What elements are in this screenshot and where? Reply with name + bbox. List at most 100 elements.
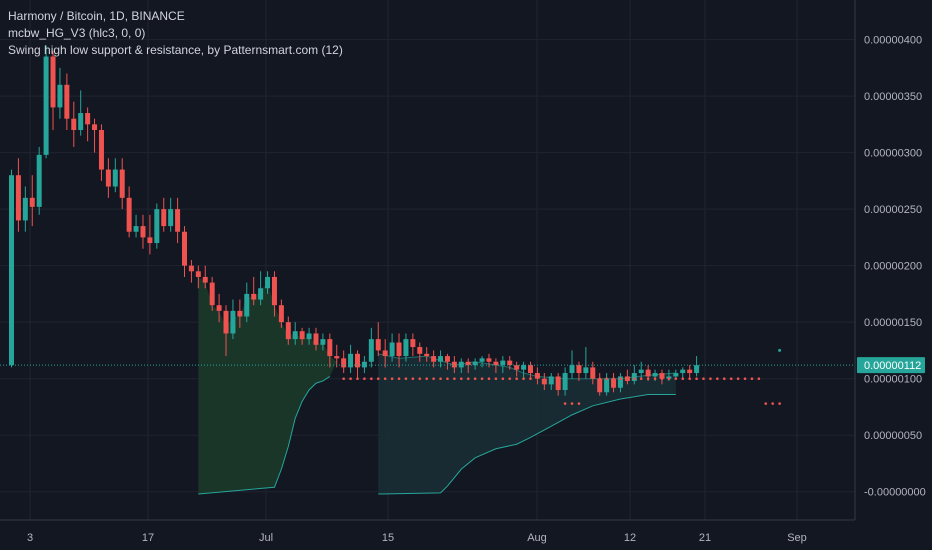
- swing-dot: [563, 402, 567, 405]
- candle-body: [631, 373, 637, 381]
- candle-body: [119, 169, 125, 198]
- swing-dot: [376, 377, 380, 380]
- swing-dot: [432, 377, 435, 380]
- candle-body: [285, 322, 291, 340]
- candle-body: [389, 342, 395, 357]
- candle-body: [292, 331, 298, 340]
- swing-dot: [612, 377, 615, 380]
- candle-body: [396, 342, 402, 357]
- swing-dot: [453, 377, 456, 380]
- candle-body: [161, 209, 167, 227]
- candle-body: [438, 356, 444, 362]
- chart-legend: Harmony / Bitcoin, 1D, BINANCE mcbw_HG_V…: [8, 8, 343, 59]
- candle-body: [57, 84, 63, 108]
- candle-body: [265, 276, 271, 289]
- swing-dot: [757, 377, 761, 380]
- y-tick-label: 0.00000400: [864, 35, 922, 47]
- swing-dot: [397, 377, 401, 380]
- support-line-1: [198, 376, 331, 495]
- candle-body: [680, 369, 686, 374]
- candle-body: [431, 356, 437, 362]
- swing-dot: [660, 377, 664, 380]
- swing-dot: [349, 377, 352, 380]
- swing-dot: [646, 377, 650, 380]
- candle-body: [237, 310, 243, 317]
- swing-dot: [722, 377, 726, 380]
- swing-dot: [508, 377, 512, 380]
- swing-dot: [370, 377, 373, 380]
- swing-dot: [681, 377, 685, 380]
- candle-body: [403, 339, 409, 357]
- candle-body: [327, 339, 333, 357]
- candle-body: [500, 360, 506, 366]
- candle-body: [154, 209, 160, 244]
- candle-body: [444, 356, 450, 362]
- candle-body: [341, 358, 347, 368]
- candle-body: [306, 333, 312, 340]
- candle-body: [479, 358, 485, 362]
- swing-dot: [729, 377, 733, 380]
- candle-body: [687, 369, 693, 374]
- indicator-mcbw-label[interactable]: mcbw_HG_V3 (hlc3, 0, 0): [8, 26, 146, 40]
- swing-dot: [356, 377, 359, 380]
- candle-body: [202, 276, 208, 283]
- candle-body: [64, 84, 70, 119]
- candle-body: [50, 56, 56, 108]
- swing-dot: [688, 377, 691, 380]
- candle-body: [451, 361, 457, 368]
- symbol-title[interactable]: Harmony / Bitcoin, 1D, BINANCE: [8, 9, 185, 23]
- candle-body: [209, 282, 215, 306]
- candle-body: [555, 376, 561, 390]
- candle-body: [486, 358, 492, 362]
- swing-dot: [446, 377, 449, 380]
- swing-dot: [653, 377, 657, 380]
- swing-dot: [363, 377, 366, 380]
- candle-body: [223, 310, 229, 334]
- y-tick-label: 0.00000200: [864, 261, 922, 273]
- swing-dot: [425, 377, 429, 380]
- candle-body: [278, 305, 284, 323]
- candle-body: [105, 169, 111, 187]
- swing-dot: [605, 377, 608, 380]
- y-tick-label: 0.00000050: [864, 430, 922, 442]
- candle-body: [534, 373, 540, 379]
- swing-high-dot: [778, 348, 782, 352]
- y-tick-label: 0.00000100: [864, 374, 922, 386]
- swing-dot: [778, 402, 781, 405]
- candle-body: [43, 56, 49, 155]
- indicator-swing-label[interactable]: Swing high low support & resistance, by …: [8, 43, 343, 57]
- candle-body: [528, 365, 533, 374]
- x-tick-label: Sep: [787, 532, 807, 544]
- candle-body: [175, 209, 181, 232]
- swing-dot: [577, 402, 581, 405]
- swing-dot: [750, 377, 754, 380]
- swing-dot: [466, 377, 470, 380]
- candle-body: [652, 373, 658, 377]
- x-tick-label: 3: [27, 532, 33, 544]
- candle-body: [334, 356, 340, 359]
- y-tick-label: 0.00000350: [864, 91, 922, 103]
- candle-body: [361, 361, 367, 368]
- swing-dot: [598, 377, 601, 380]
- candle-body: [583, 367, 589, 374]
- candle-body: [659, 373, 665, 379]
- candle-body: [195, 271, 201, 277]
- candle-body: [368, 339, 374, 362]
- candle-body: [507, 360, 513, 366]
- swing-dot: [460, 377, 463, 380]
- swing-dot: [709, 377, 712, 380]
- candle-body: [188, 265, 194, 272]
- swing-dot: [529, 377, 532, 380]
- candle-body: [168, 209, 174, 227]
- candle-body: [299, 331, 305, 340]
- current-price-label: 0.00000112: [864, 360, 921, 372]
- candle-body: [251, 293, 257, 300]
- candle-body: [611, 378, 617, 388]
- swing-dot: [515, 377, 518, 380]
- swing-dot: [383, 377, 387, 380]
- swing-dot: [390, 377, 394, 380]
- candle-body: [562, 373, 568, 390]
- candle-body: [597, 378, 603, 393]
